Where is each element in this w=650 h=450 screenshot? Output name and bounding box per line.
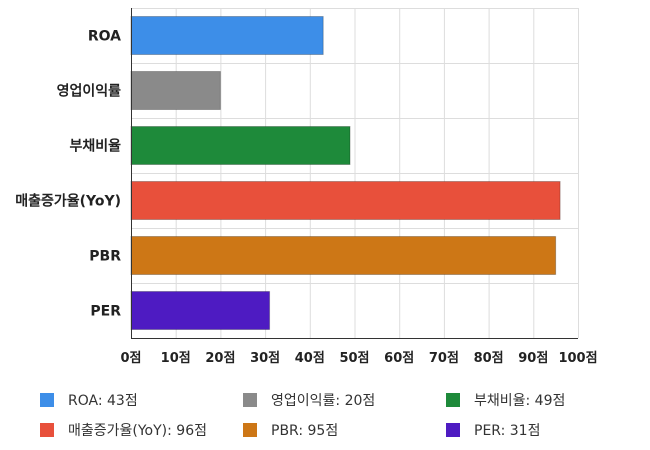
- axes: [131, 8, 578, 339]
- x-tick-label-10: 100점: [558, 351, 597, 366]
- x-tick-label-1: 10점: [161, 351, 191, 366]
- x-tick-label-8: 80점: [474, 351, 504, 366]
- x-tick-label-5: 50점: [339, 351, 369, 366]
- x-tick-label-9: 90점: [518, 351, 548, 366]
- y-tick-label-2: 부채비율: [69, 138, 121, 155]
- y-tick-label-4: PBR: [89, 249, 121, 265]
- legend-item-1: 영업이익률: 20점: [243, 390, 446, 410]
- legend-swatch-1: [243, 393, 257, 407]
- x-tick-label-7: 70점: [429, 351, 459, 366]
- y-tick-label-5: PER: [90, 304, 121, 320]
- y-tick-label-1: 영업이익률: [57, 83, 122, 100]
- x-tick-label-3: 30점: [250, 351, 280, 366]
- bars: [130, 16, 561, 330]
- legend-item-3: 매출증가율(YoY): 96점: [40, 420, 243, 440]
- legend-swatch-5: [446, 423, 460, 437]
- x-tick-label-6: 60점: [384, 351, 414, 366]
- legend-swatch-2: [446, 393, 460, 407]
- y-tick-label-3: 매출증가율(YoY): [15, 193, 121, 210]
- legend-item-4: PBR: 95점: [243, 420, 446, 440]
- y-tick-label-0: ROA: [88, 29, 121, 45]
- bar-2: [130, 126, 351, 165]
- legend-label-3: 매출증가율(YoY): 96점: [68, 423, 207, 439]
- legend-swatch-0: [40, 393, 54, 407]
- legend-label-0: ROA: 43점: [68, 393, 138, 409]
- legend-swatch-3: [40, 423, 54, 437]
- bar-3: [130, 181, 561, 220]
- legend-swatch-4: [243, 423, 257, 437]
- bar-0: [130, 16, 324, 55]
- legend-label-2: 부채비율: 49점: [474, 393, 566, 409]
- legend-label-4: PBR: 95점: [271, 423, 339, 439]
- grid-lines: [131, 8, 579, 339]
- bar-4: [130, 236, 557, 275]
- x-tick-label-2: 20점: [205, 351, 235, 366]
- x-tick-label-0: 0점: [120, 351, 141, 366]
- x-tick-labels: 0점 10점 20점 30점 40점 50점 60점 70점 80점 90점 100점: [120, 351, 597, 366]
- legend-label-5: PER: 31점: [474, 423, 541, 439]
- legend-label-1: 영업이익률: 20점: [271, 393, 376, 409]
- bar-1: [130, 71, 221, 110]
- legend-item-5: PER: 31점: [446, 420, 640, 440]
- legend-item-2: 부채비율: 49점: [446, 390, 640, 410]
- x-tick-label-4: 40점: [295, 351, 325, 366]
- bar-5: [130, 291, 271, 330]
- legend-item-0: ROA: 43점: [40, 390, 243, 410]
